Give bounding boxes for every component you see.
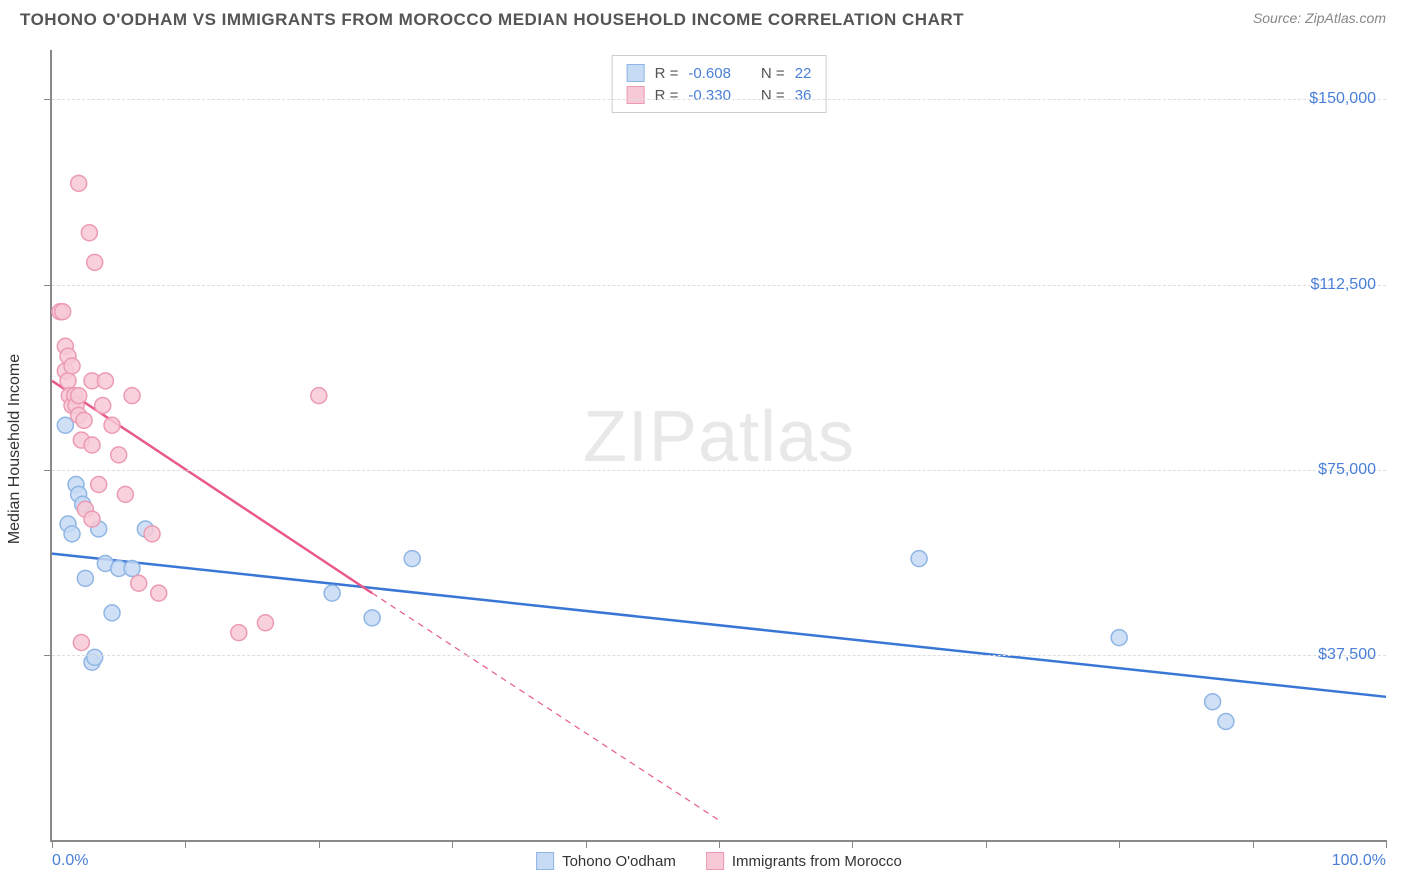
regression-line-dash: [372, 593, 719, 820]
data-point: [257, 615, 273, 631]
data-point: [231, 625, 247, 641]
y-tick-label: $37,500: [1318, 646, 1376, 664]
chart-area: ZIPatlas R =-0.608N =22R =-0.330N =36 0.…: [50, 50, 1386, 842]
n-label: N =: [761, 87, 785, 104]
data-point: [131, 575, 147, 591]
n-label: N =: [761, 65, 785, 82]
plot-svg: [52, 50, 1386, 840]
n-value: 22: [795, 65, 812, 82]
r-label: R =: [655, 87, 679, 104]
data-point: [64, 358, 80, 374]
legend-label: Immigrants from Morocco: [732, 853, 902, 870]
grid-line: [52, 99, 1386, 100]
legend-swatch: [627, 86, 645, 104]
data-point: [73, 635, 89, 651]
data-point: [84, 511, 100, 527]
data-point: [91, 477, 107, 493]
grid-line: [52, 655, 1386, 656]
data-point: [124, 388, 140, 404]
stats-row: R = -0.330 N = 36: [627, 84, 812, 106]
legend-item: Tohono O'odham: [536, 852, 676, 870]
regression-line: [52, 554, 1386, 697]
data-point: [81, 225, 97, 241]
data-point: [76, 412, 92, 428]
data-point: [57, 417, 73, 433]
y-axis-label: Median Household Income: [6, 354, 24, 544]
y-tick-label: $150,000: [1309, 90, 1376, 108]
data-point: [111, 447, 127, 463]
x-tick: [452, 840, 453, 848]
data-point: [97, 373, 113, 389]
data-point: [311, 388, 327, 404]
legend-item: Immigrants from Morocco: [706, 852, 902, 870]
x-tick: [852, 840, 853, 848]
x-tick: [1386, 840, 1387, 848]
data-point: [1205, 694, 1221, 710]
data-point: [404, 551, 420, 567]
data-point: [324, 585, 340, 601]
y-tick-label: $75,000: [1318, 461, 1376, 479]
x-min-label: 0.0%: [52, 852, 88, 870]
x-tick: [52, 840, 53, 848]
y-tick: [44, 655, 52, 656]
x-tick: [1253, 840, 1254, 848]
x-tick: [986, 840, 987, 848]
data-point: [77, 570, 93, 586]
stats-box: R = -0.608 N = 22 R = -0.330 N = 36: [612, 55, 827, 113]
chart-title: TOHONO O'ODHAM VS IMMIGRANTS FROM MOROCC…: [20, 10, 964, 30]
y-tick-label: $112,500: [1310, 276, 1376, 294]
legend-label: Tohono O'odham: [562, 853, 676, 870]
data-point: [64, 526, 80, 542]
grid-line: [52, 470, 1386, 471]
source-label: Source: ZipAtlas.com: [1253, 10, 1386, 26]
legend-swatch: [627, 64, 645, 82]
data-point: [151, 585, 167, 601]
data-point: [911, 551, 927, 567]
r-value: -0.608: [688, 65, 731, 82]
legend-swatch: [536, 852, 554, 870]
data-point: [55, 304, 71, 320]
x-max-label: 100.0%: [1332, 852, 1386, 870]
stats-row: R = -0.608 N = 22: [627, 62, 812, 84]
grid-line: [52, 285, 1386, 286]
x-tick: [319, 840, 320, 848]
data-point: [87, 649, 103, 665]
data-point: [87, 254, 103, 270]
data-point: [104, 605, 120, 621]
y-tick: [44, 285, 52, 286]
data-point: [124, 560, 140, 576]
x-tick: [185, 840, 186, 848]
y-tick: [44, 470, 52, 471]
x-tick: [586, 840, 587, 848]
data-point: [104, 417, 120, 433]
data-point: [117, 486, 133, 502]
x-tick: [1119, 840, 1120, 848]
data-point: [71, 388, 87, 404]
legend-swatch: [706, 852, 724, 870]
y-tick: [44, 99, 52, 100]
data-point: [1218, 714, 1234, 730]
data-point: [364, 610, 380, 626]
r-value: -0.330: [688, 87, 731, 104]
x-tick: [719, 840, 720, 848]
data-point: [1111, 630, 1127, 646]
data-point: [144, 526, 160, 542]
r-label: R =: [655, 65, 679, 82]
data-point: [60, 373, 76, 389]
data-point: [95, 398, 111, 414]
bottom-legend: Tohono O'odham Immigrants from Morocco: [536, 852, 902, 870]
n-value: 36: [795, 87, 812, 104]
data-point: [84, 437, 100, 453]
data-point: [71, 175, 87, 191]
